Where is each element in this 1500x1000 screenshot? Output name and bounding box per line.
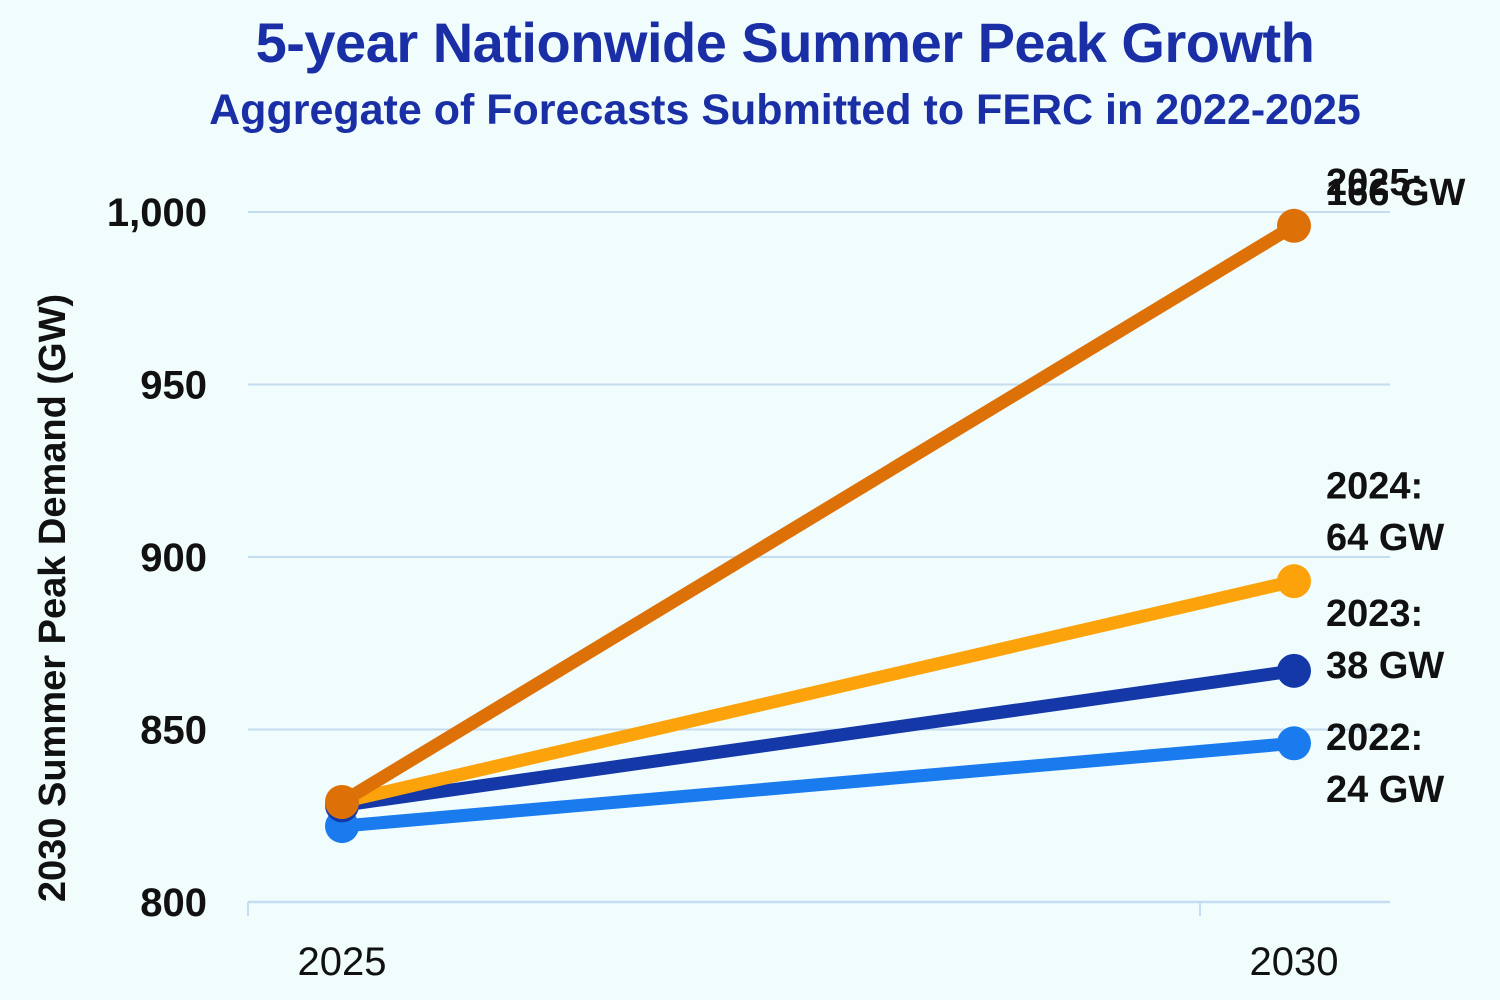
series-label-year-2023: 2023: [1326,593,1423,635]
series-line-2025 [335,219,1301,809]
series-line-2024 [335,574,1301,809]
series-label-growth-2022: 24 GW [1326,769,1444,811]
series-point-2025 [1277,208,1311,243]
y-tick-label: 850 [140,709,207,753]
y-axis-label: 2030 Summer Peak Demand (GW) [32,294,74,902]
y-tick-label: 1,000 [107,191,207,235]
chart-title: 5-year Nationwide Summer Peak Growth [255,11,1315,74]
series-point-2024 [1277,564,1311,599]
y-tick-label: 950 [140,364,207,408]
chart-subtitle: Aggregate of Forecasts Submitted to FERC… [209,86,1361,134]
series-label-year-2024: 2024: [1326,465,1423,507]
series-point-2025 [325,784,359,819]
series-point-2022 [1277,726,1311,761]
series-point-2023 [1277,653,1311,688]
series-label-year-2025: 2025: [1326,162,1423,204]
y-tick-label: 800 [140,881,207,925]
series-label-growth-2025: 166 GW [1326,172,1466,214]
y-tick-label: 900 [140,536,207,580]
series-label-growth-2024: 64 GW [1326,517,1444,559]
series-line-2023 [335,664,1301,812]
x-tick-label: 2025 [298,940,387,984]
series-line-2022 [335,736,1301,833]
x-tick-label: 2030 [1250,940,1339,984]
series-label-year-2022: 2022: [1326,717,1423,759]
series-label-growth-2023: 38 GW [1326,645,1444,687]
